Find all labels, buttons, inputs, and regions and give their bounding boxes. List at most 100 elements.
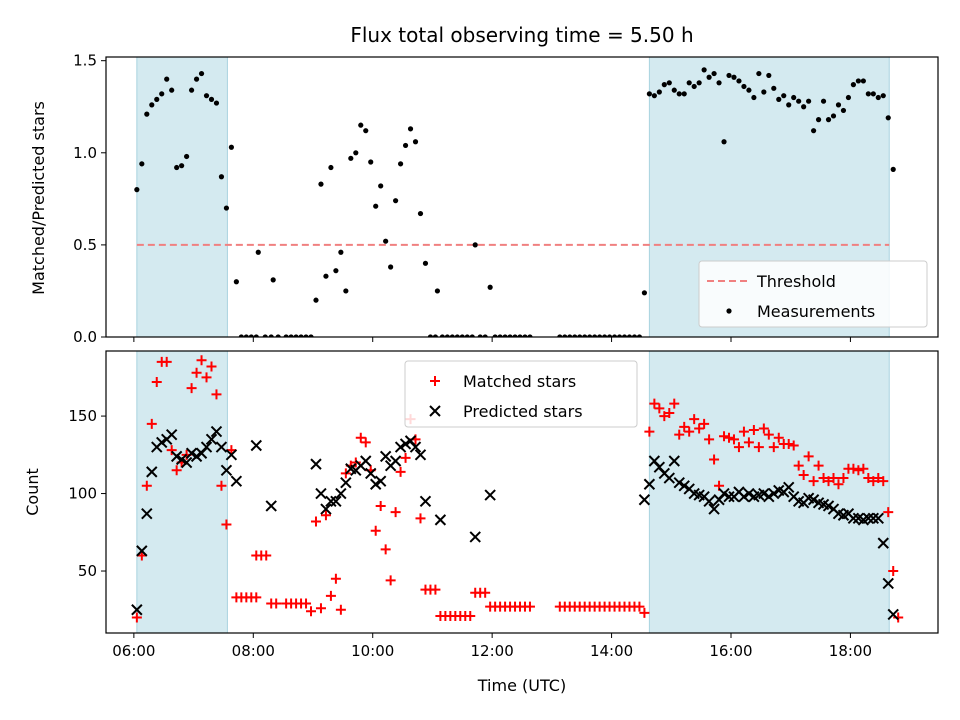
measurement-point	[154, 96, 160, 102]
measurement-point	[193, 76, 200, 82]
series-matched-stars	[131, 355, 904, 623]
measurement-point	[298, 334, 304, 337]
matched-point	[679, 421, 690, 432]
matched-point	[763, 429, 774, 440]
measurement-point	[781, 93, 787, 99]
matched-point	[893, 612, 904, 623]
matched-point	[350, 457, 361, 468]
matched-point	[858, 463, 869, 474]
counts-axes-frame	[105, 350, 939, 634]
matched-point	[724, 432, 735, 443]
measurement-point	[721, 139, 727, 145]
measurement-point	[771, 85, 777, 91]
legend-label: Predicted stars	[463, 402, 583, 421]
measurement-point	[373, 203, 379, 209]
legend-label: Matched stars	[463, 372, 576, 391]
y-tick-label: 150	[68, 407, 97, 425]
measurement-point	[358, 122, 364, 128]
measurement-point	[497, 334, 503, 337]
counts-legend: Matched stars Predicted stars	[404, 360, 638, 428]
measurement-point	[353, 150, 359, 156]
measurement-point	[454, 334, 460, 337]
measurement-point	[427, 334, 434, 337]
measurement-point	[422, 260, 429, 266]
measurement-point	[275, 334, 281, 337]
predicted-point	[325, 495, 337, 508]
matched-point	[888, 566, 899, 577]
matched-point	[415, 513, 426, 524]
measurement-point	[139, 161, 145, 167]
chart-title: Flux total observing time = 5.50 h	[350, 23, 693, 47]
measurement-point	[303, 334, 309, 337]
measurement-point	[144, 111, 150, 117]
predicted-point	[205, 433, 218, 446]
matched-point	[206, 361, 217, 372]
predicted-point	[220, 464, 233, 477]
measurement-point	[865, 91, 871, 97]
measurement-point	[686, 80, 692, 86]
measurement-point	[830, 113, 837, 119]
x-tick-label: 12:00	[471, 642, 514, 660]
matched-point	[634, 601, 645, 612]
measurement-point	[577, 334, 583, 337]
predicted-point	[374, 475, 387, 487]
matched-point	[480, 587, 491, 598]
measurement-point	[184, 153, 190, 160]
predicted-point	[225, 449, 238, 461]
measurement-point	[597, 334, 603, 337]
matched-point	[355, 432, 366, 443]
measurement-point	[845, 94, 852, 101]
legend-measurement-swatch	[726, 308, 732, 314]
matched-point	[783, 438, 794, 449]
matched-point	[733, 442, 744, 453]
matched-point	[201, 372, 212, 383]
predicted-point	[638, 494, 651, 506]
measurement-point	[270, 277, 276, 283]
matched-point	[330, 573, 341, 584]
measurement-point	[502, 334, 508, 337]
measurement-point	[567, 334, 573, 337]
predicted-point	[136, 545, 148, 557]
measurement-point	[880, 93, 886, 99]
measurement-point	[582, 334, 588, 337]
measurement-point	[815, 117, 822, 123]
predicted-point	[847, 512, 860, 525]
x-tick-label: 10:00	[351, 642, 394, 660]
measurement-point	[806, 98, 812, 104]
measurement-point	[323, 273, 329, 279]
predicted-point	[379, 450, 392, 463]
predicted-point	[783, 481, 795, 494]
predicted-point	[365, 467, 377, 480]
measurement-point	[134, 187, 140, 193]
measurement-point	[169, 87, 175, 93]
matched-point	[370, 525, 381, 536]
counts-plot-area	[131, 351, 904, 633]
measurement-point	[223, 205, 230, 211]
matched-point	[325, 590, 336, 601]
shaded-span	[648, 351, 890, 633]
matched-point	[395, 466, 406, 477]
matched-point	[186, 383, 197, 394]
measurement-point	[383, 238, 389, 244]
predicted-point	[141, 507, 153, 520]
measurement-point	[731, 74, 737, 80]
matched-point	[728, 434, 739, 445]
predicted-point	[708, 503, 720, 515]
matched-point	[719, 431, 730, 442]
measurement-point	[681, 91, 687, 97]
measurement-point	[587, 334, 593, 337]
measurement-point	[434, 288, 441, 294]
matched-point	[878, 476, 889, 487]
matched-point	[639, 607, 650, 618]
matched-point	[131, 612, 142, 623]
legend-label: Measurements	[757, 302, 875, 321]
measurement-point	[313, 297, 319, 303]
legend-box	[404, 360, 638, 428]
measurement-point	[477, 334, 483, 337]
predicted-point	[180, 456, 193, 469]
measurement-point	[174, 164, 180, 171]
measurement-point	[522, 334, 528, 337]
measurement-point	[464, 334, 470, 337]
measurement-point	[616, 334, 623, 337]
measurement-point	[885, 115, 891, 121]
